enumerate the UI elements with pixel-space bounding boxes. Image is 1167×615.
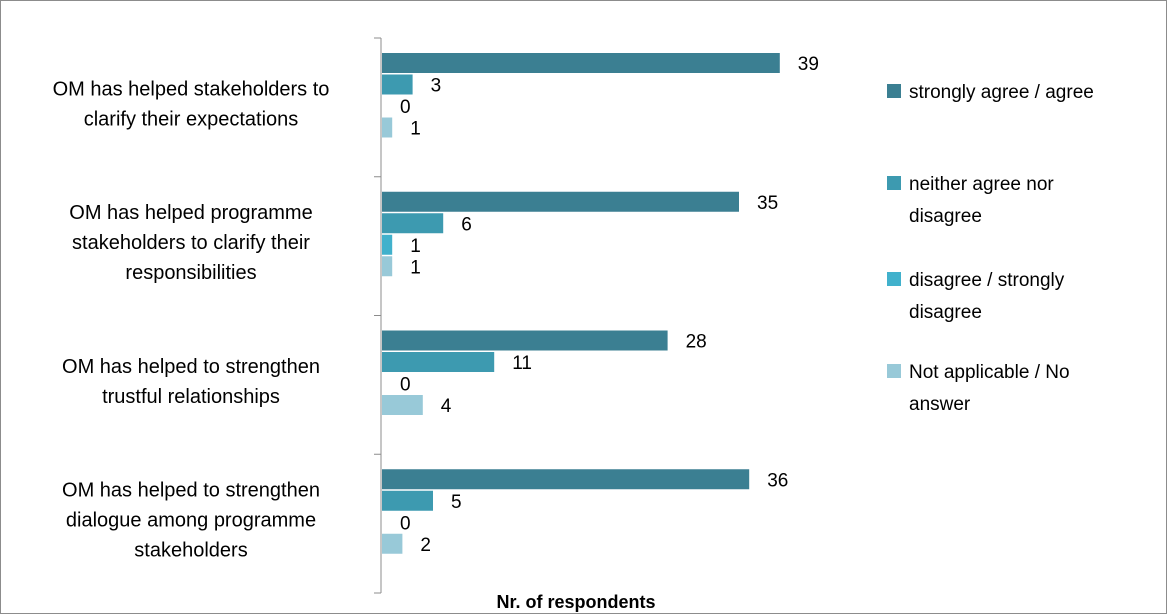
bar [382,213,444,234]
bar [382,191,739,212]
category-label-line: OM has helped to strengthen [62,480,320,502]
data-label: 6 [461,214,472,235]
bar [382,533,403,554]
bar [382,256,393,277]
legend-label-line: disagree [909,302,982,323]
legend-label-line: answer [909,394,971,415]
data-label: 5 [451,492,462,513]
legend-swatch [887,364,901,378]
bar [382,352,495,372]
category-label: OM has helped to strengthen dialogue amon… [62,480,320,562]
legend-label-line: neither agree nor [909,174,1054,195]
category-label-line: stakeholders [134,540,247,562]
legend-label: neither agree nor disagree [909,174,1054,227]
data-label: 0 [400,513,411,534]
legend-label-line: Not applicable / No [909,362,1070,383]
legend-label-line: disagree / strongly [909,270,1065,291]
category-label-line: OM has helped to strengthen [62,356,320,378]
data-label: 36 [767,470,788,491]
category-label-line: dialogue among programme [66,510,316,532]
data-label: 0 [400,375,411,396]
bar [382,53,780,73]
data-label: 1 [410,119,421,140]
bar [382,234,393,255]
legend-swatch [887,84,901,98]
category-label: OM has helped programme stakeholders to c… [69,202,312,284]
category-labels-layer: OM has helped stakeholders to clarify the… [53,78,330,561]
data-label: 2 [420,535,431,556]
category-label-line: OM has helped stakeholders to [53,78,330,100]
data-label: 4 [441,396,452,417]
legend-label: Not applicable / No answer [909,362,1070,415]
bar [382,395,423,415]
data-label: 28 [686,332,707,353]
legend-label: strongly agree / agree [909,82,1094,103]
data-label: 39 [798,54,819,75]
category-label: OM has helped to strengthen trustful rela… [62,356,320,408]
legend-label-line: strongly agree / agree [909,82,1094,103]
category-label-line: trustful relationships [102,386,280,408]
bar [382,490,433,511]
data-label: 1 [410,257,421,278]
legend: strongly agree / agree neither agree nor d… [887,82,1094,415]
legend-swatch [887,176,901,190]
data-label: 3 [431,76,442,97]
legend-label-line: disagree [909,206,982,227]
data-label: 35 [757,193,778,214]
bar [382,330,668,351]
category-label-line: clarify their expectations [84,108,299,130]
bars-layer [382,53,780,554]
data-label: 11 [512,353,532,374]
category-label-line: OM has helped programme [69,202,312,224]
category-label-line: responsibilities [125,262,256,284]
data-label: 0 [400,97,411,118]
axis-layer [374,37,382,594]
x-axis-title: Nr. of respondents [496,592,655,612]
legend-label: disagree / strongly disagree [909,270,1065,323]
data-label: 1 [410,236,421,257]
category-label-line: stakeholders to clarify their [72,232,310,254]
bar [382,469,750,490]
bar [382,117,393,138]
bar [382,74,413,95]
category-label: OM has helped stakeholders to clarify the… [53,78,330,130]
legend-swatch [887,272,901,286]
